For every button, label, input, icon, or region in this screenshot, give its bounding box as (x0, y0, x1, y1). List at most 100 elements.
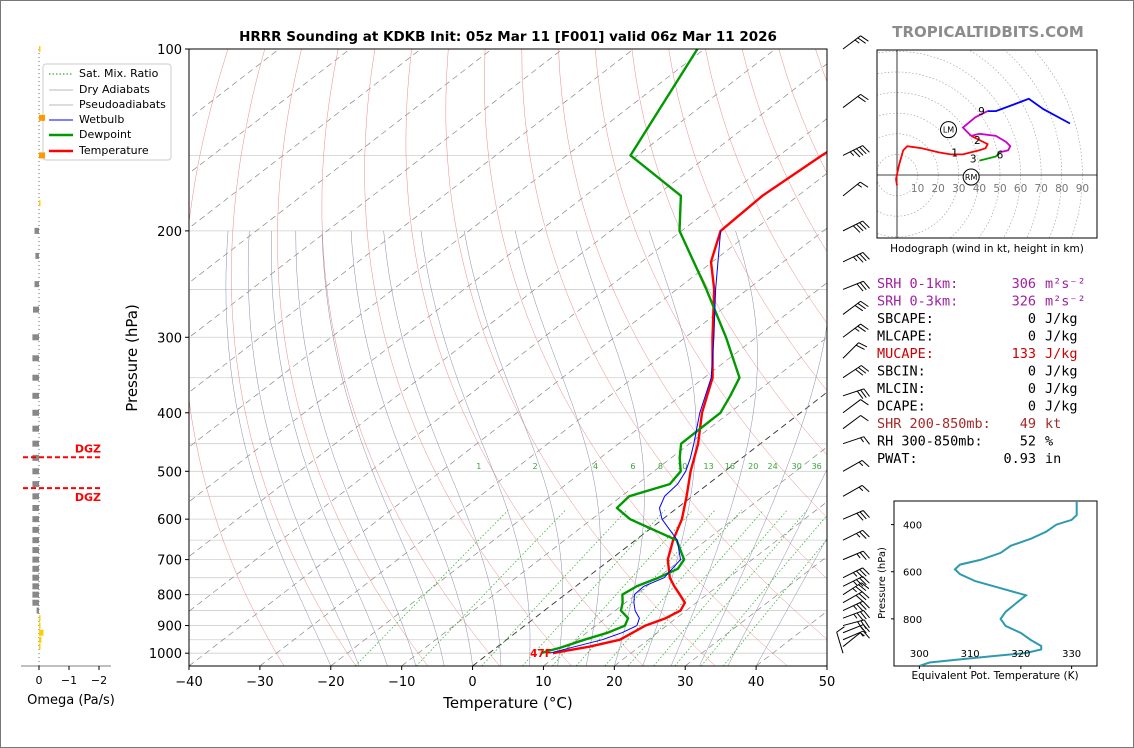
mixing-ratio-label: 30 (792, 462, 802, 471)
x-tick-label: 30 (677, 675, 694, 690)
barb-staff (842, 582, 862, 596)
hodo-segment (895, 135, 989, 186)
barb-full (857, 96, 866, 103)
barb-half (854, 39, 860, 44)
wind-barb (842, 342, 868, 359)
mixing-ratio-line (722, 539, 827, 666)
barb-staff (842, 600, 864, 612)
dry-adiabat (484, 49, 788, 666)
moist-adiabat (321, 230, 445, 666)
barb-full (859, 282, 867, 291)
barb-full (860, 93, 869, 101)
moist-adiabat (225, 230, 332, 666)
barb-full (856, 148, 864, 156)
index-unit: J/kg (1045, 329, 1078, 345)
barb-staff (842, 591, 863, 604)
barb-full (860, 389, 867, 398)
barb-half (858, 461, 864, 467)
x-tick-label: 50 (819, 675, 836, 690)
barb-full (862, 630, 870, 639)
barb-staff (842, 624, 864, 634)
mixing-ratio-line (627, 510, 764, 666)
index-unit: J/kg (1045, 364, 1078, 380)
moist-adiabat (642, 230, 697, 666)
omega-bar (32, 481, 39, 488)
index-value: 0 (1028, 381, 1036, 397)
barb-full (860, 399, 869, 406)
mixing-ratio-label: 6 (630, 462, 635, 471)
omega-bar (33, 306, 39, 313)
barb-half (856, 553, 861, 559)
omega-bar (32, 493, 39, 500)
barb-full (863, 610, 870, 619)
theta-y-tick-label: 600 (903, 568, 922, 579)
wind-barb (842, 399, 869, 414)
wind-barb (836, 626, 845, 654)
index-label: SRH 0-3km: (877, 294, 958, 310)
theta-e-panel: 300 310 320 330 400 600 800 (891, 500, 1098, 669)
dewpoint-line (540, 49, 741, 655)
moist-adiabat (727, 468, 827, 666)
wind-barb (842, 609, 870, 621)
wind-barb (842, 576, 870, 587)
dry-adiabat (558, 49, 827, 580)
y-tick-label: 1000 (149, 647, 182, 662)
barb-full (861, 460, 870, 468)
x-tick-label: −20 (317, 675, 344, 690)
barb-full (856, 390, 864, 399)
skewt-profiles: 47F (530, 49, 827, 660)
barb-full (856, 603, 864, 612)
omega-bar (32, 374, 39, 381)
hodo-ring-label: 60 (1014, 183, 1027, 195)
wind-barb (842, 252, 870, 263)
barb-staff (842, 323, 861, 338)
omega-bar (39, 615, 41, 622)
omega-bar (32, 547, 39, 554)
index-label: DCAPE: (877, 399, 926, 415)
barb-full (862, 145, 870, 153)
indices-table: SRH 0-1km: 306 m²s⁻² SRH 0-3km: 326 m²s⁻² SBCA… (877, 276, 1086, 467)
index-value: 52 (1020, 434, 1036, 450)
omega-bar (32, 583, 39, 590)
legend-mixratio-label: Sat. Mix. Ratio (79, 67, 159, 80)
brand-watermark: TROPICALTIDBITS.COM (892, 23, 1084, 41)
barb-full (859, 146, 867, 155)
omega-bar (35, 252, 39, 259)
x-tick-label: 10 (535, 675, 552, 690)
mixing-ratio-line (575, 510, 716, 666)
mixing-ratio-label: 8 (658, 462, 663, 471)
theta-x-tick-label: 330 (1062, 649, 1081, 660)
barb-staff (842, 529, 863, 541)
temperature-line (552, 150, 827, 655)
barb-half (853, 605, 858, 610)
barb-full (856, 255, 864, 263)
mixing-ratio-line (604, 510, 742, 666)
hodo-height-label: 2 (974, 135, 981, 147)
omega-bar (39, 636, 42, 643)
omega-bar (39, 643, 41, 650)
wind-barbs (836, 35, 870, 654)
barb-staff (842, 280, 864, 290)
barb-full (854, 305, 864, 312)
wind-barb (842, 459, 870, 472)
omega-bar (32, 599, 39, 606)
theta-x-tick-label: 300 (910, 649, 929, 660)
barb-full (862, 510, 870, 518)
barb-staff (842, 459, 863, 472)
hodo-segment (987, 97, 1071, 125)
dgz-label: DGZ (75, 442, 101, 455)
moist-adiabat (271, 230, 388, 666)
wind-barb (842, 567, 870, 579)
x-tick-label: 20 (606, 675, 623, 690)
index-unit: m²s⁻² (1045, 294, 1086, 310)
hodo-ring-label: 90 (1076, 183, 1089, 195)
dry-adiabat (231, 49, 357, 666)
omega-bar (39, 152, 45, 159)
barb-full (861, 582, 870, 590)
legend-dewpoint-label: Dewpoint (79, 128, 132, 141)
y-tick-label: 400 (157, 407, 182, 422)
index-label: MUCAPE: (877, 346, 934, 362)
mixing-ratio-line (355, 510, 509, 666)
omega-bar (32, 537, 39, 544)
omega-bar (39, 629, 44, 636)
